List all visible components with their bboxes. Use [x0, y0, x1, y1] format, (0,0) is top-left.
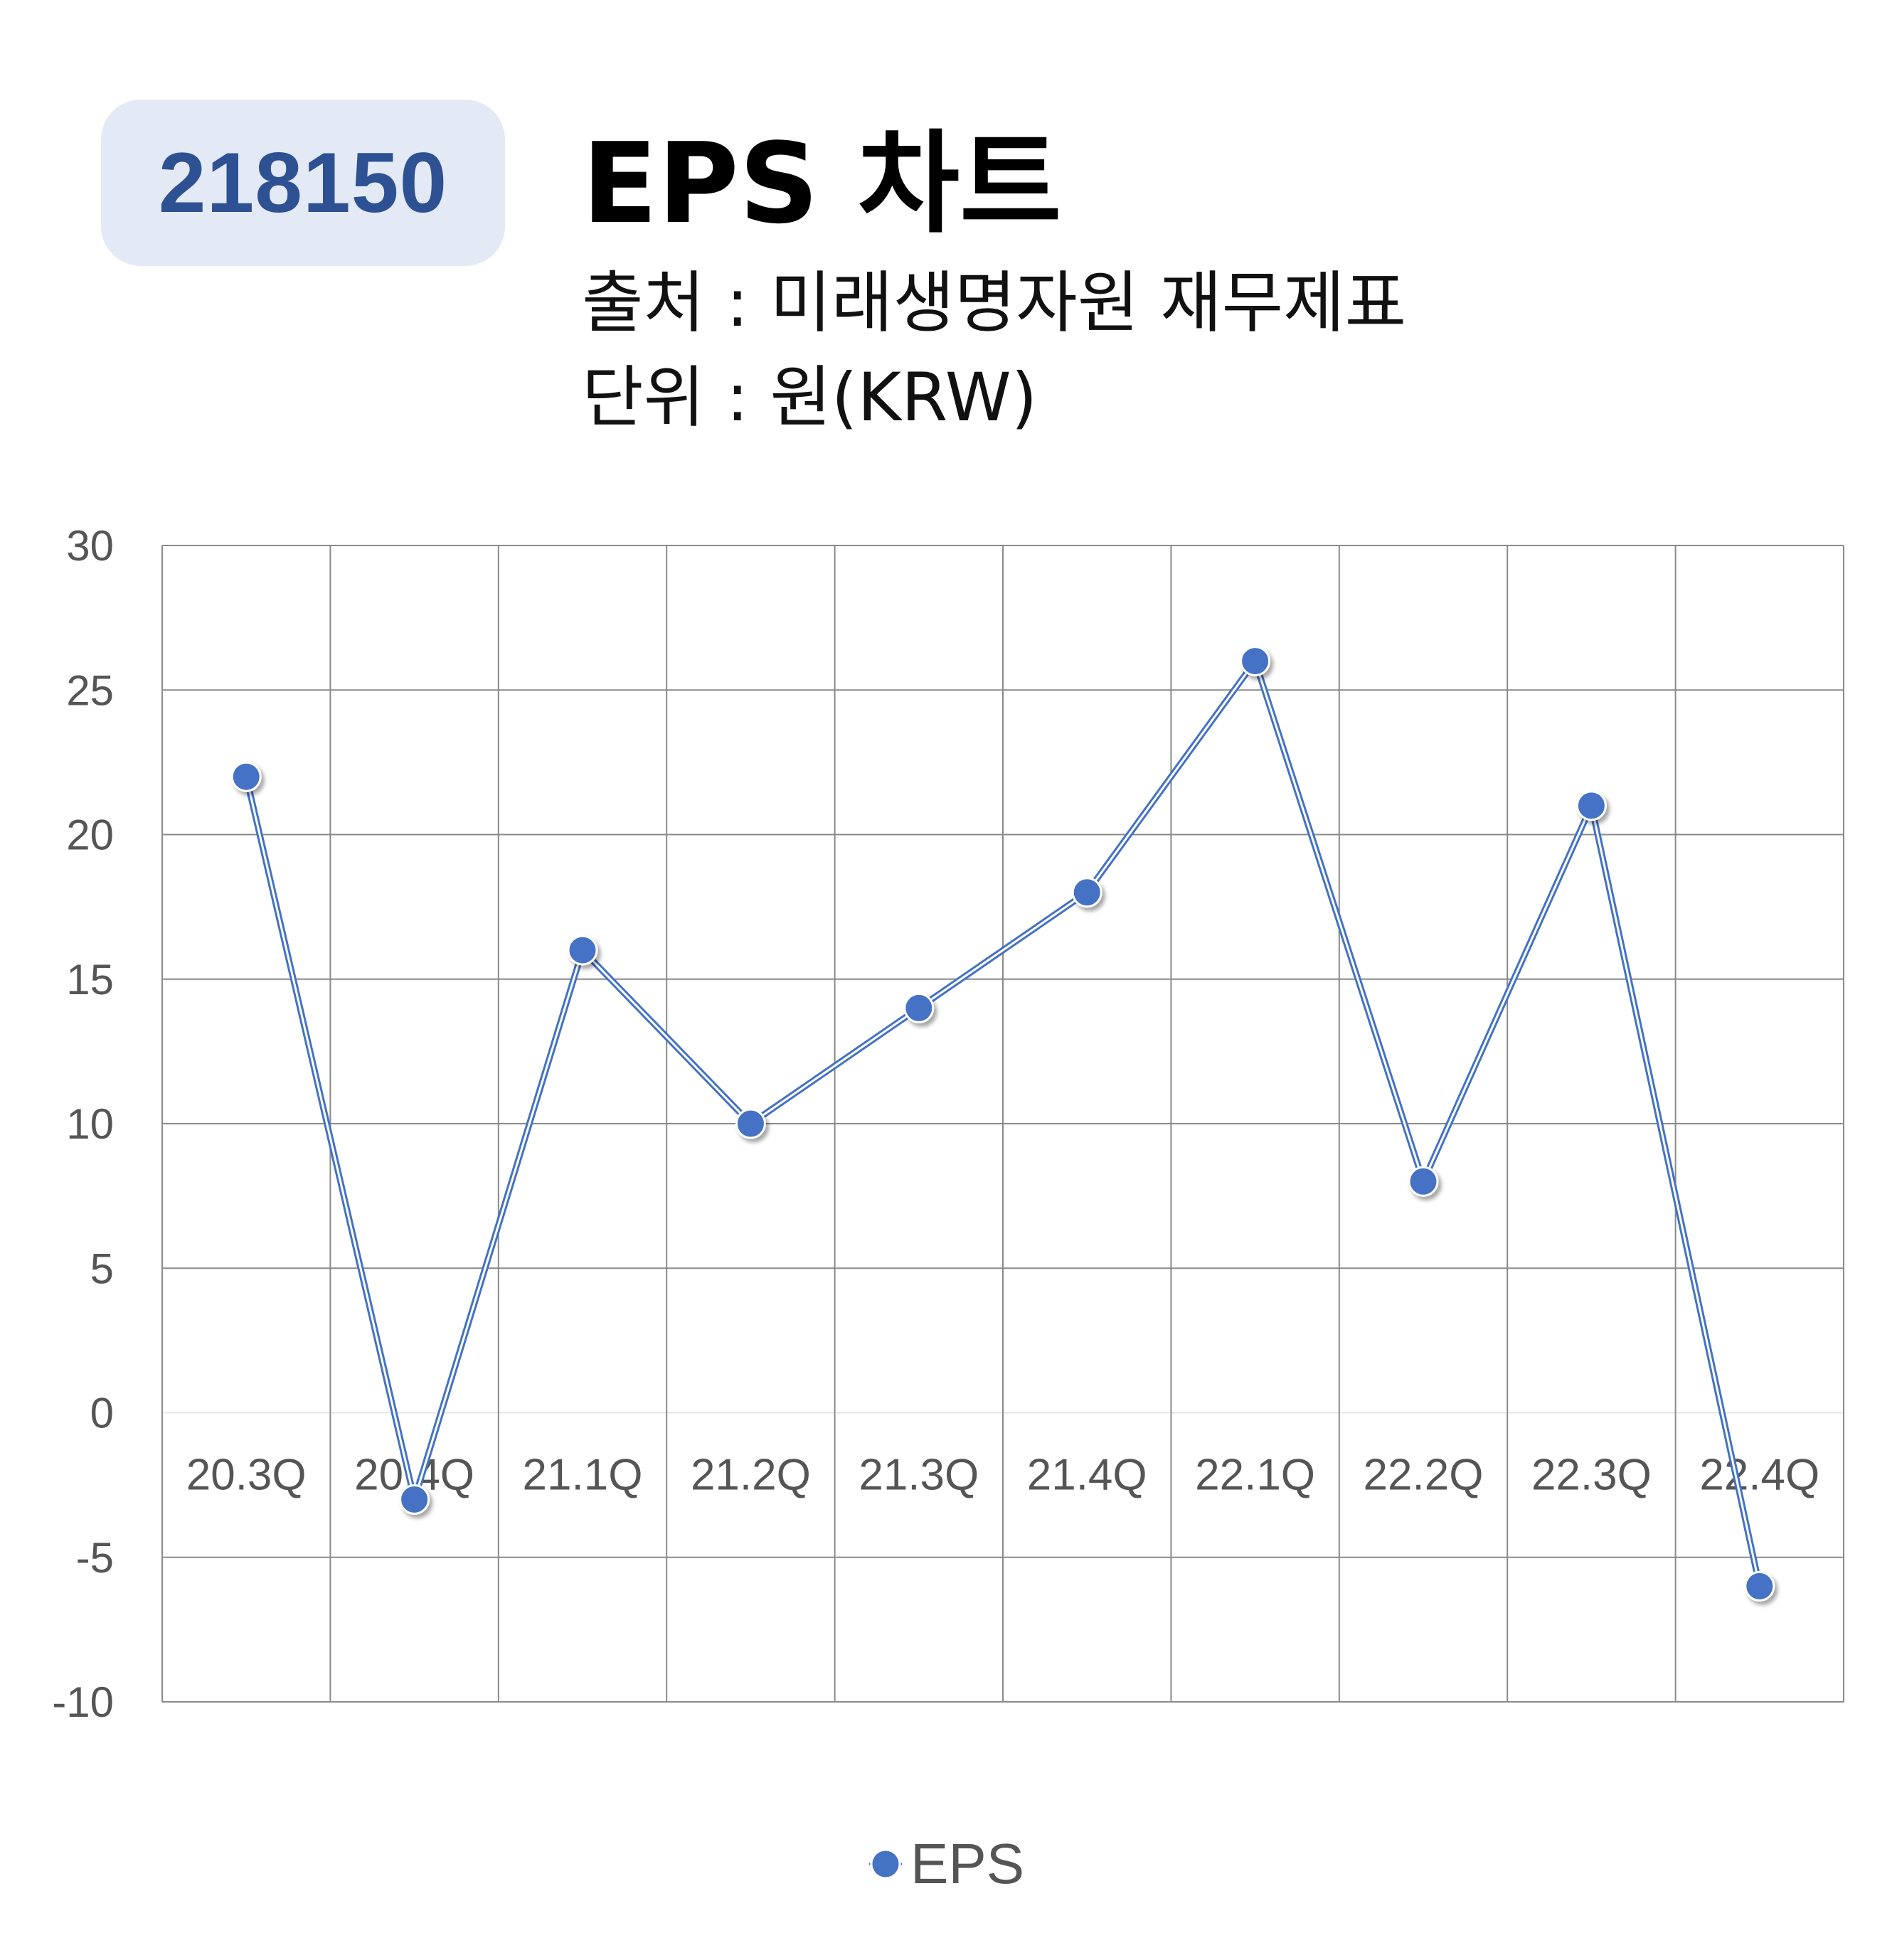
- eps-series: [230, 646, 1775, 1602]
- x-tick-label: 21.2Q: [691, 1451, 811, 1500]
- x-tick-label: 21.1Q: [523, 1451, 643, 1500]
- chart-title: EPS 차트: [582, 119, 1062, 248]
- y-tick-label: 20: [66, 811, 114, 859]
- y-tick-label: 15: [66, 956, 114, 1003]
- x-tick-label: 22.1Q: [1195, 1451, 1315, 1500]
- y-tick-label: 25: [66, 666, 114, 714]
- x-tick-label: 22.2Q: [1364, 1451, 1484, 1500]
- ticker-code: 218150: [158, 135, 448, 230]
- legend-label-eps: EPS: [910, 1832, 1024, 1895]
- y-tick-label: 10: [66, 1100, 114, 1148]
- x-tick-label: 20.3Q: [186, 1451, 307, 1500]
- x-axis-ticks: 20.3Q 20.4Q 21.1Q 21.2Q 21.3Q 21.4Q 22.1Q 22.2Q…: [186, 1451, 1820, 1500]
- series-line-inner: [245, 660, 1761, 1587]
- ticker-badge: 218150: [101, 100, 505, 266]
- y-tick-label: -10: [52, 1678, 114, 1726]
- y-tick-label: 30: [66, 522, 114, 570]
- data-point: [1575, 790, 1607, 821]
- data-point: [1071, 877, 1102, 908]
- x-tick-label: 21.3Q: [859, 1451, 979, 1500]
- data-point: [903, 992, 935, 1023]
- x-tick-label: 22.3Q: [1531, 1451, 1652, 1500]
- data-point: [230, 761, 262, 792]
- y-tick-label: -5: [76, 1534, 114, 1582]
- gridlines: [161, 545, 1844, 1703]
- y-tick-label: 0: [90, 1390, 114, 1437]
- unit-text: 단위 : 원(KRW): [582, 359, 1038, 437]
- y-tick-label: 5: [90, 1245, 114, 1292]
- y-axis-ticks: 30 25 20 15 10 5 0 -5 -10: [52, 522, 114, 1726]
- legend: EPS: [869, 1832, 1024, 1895]
- data-point: [1240, 646, 1271, 677]
- source-text: 출처 : 미래생명자원 재무제표: [582, 265, 1407, 342]
- x-tick-label: 22.4Q: [1699, 1451, 1819, 1500]
- data-point: [1408, 1166, 1439, 1197]
- data-point: [567, 934, 598, 966]
- data-point: [399, 1484, 430, 1515]
- data-point: [735, 1108, 766, 1139]
- x-tick-label: 21.4Q: [1027, 1451, 1147, 1500]
- legend-marker: [870, 1848, 901, 1880]
- data-point: [1744, 1570, 1775, 1602]
